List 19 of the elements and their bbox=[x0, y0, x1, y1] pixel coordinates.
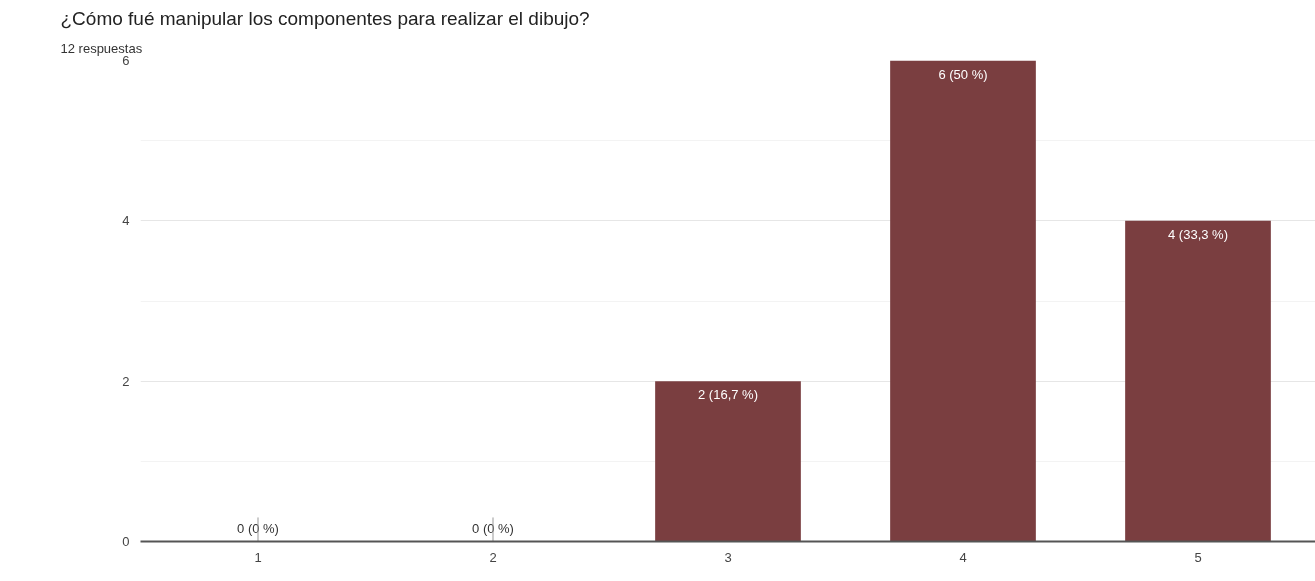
data-label: 4 (33,3 %) bbox=[1168, 226, 1228, 242]
x-tick-label: 2 bbox=[489, 549, 497, 565]
y-tick-label: 0 bbox=[122, 534, 130, 549]
x-tick-label: 3 bbox=[724, 549, 732, 565]
bar bbox=[890, 60, 1036, 542]
bar bbox=[1125, 220, 1271, 542]
y-tick-label: 2 bbox=[122, 373, 130, 389]
data-label: 0 (0 %) bbox=[237, 520, 279, 536]
x-tick-label: 4 bbox=[959, 549, 967, 565]
x-tick-label: 1 bbox=[254, 549, 262, 565]
data-label: 2 (16,7 %) bbox=[698, 387, 758, 403]
chart-subtitle: 12 respuestas bbox=[60, 40, 143, 56]
bar bbox=[655, 381, 801, 542]
y-tick-label: 4 bbox=[122, 213, 130, 229]
data-label: 6 (50 %) bbox=[938, 66, 988, 82]
chart-title: ¿Cómo fué manipular los componentes para realizar el dibujo? bbox=[60, 7, 590, 29]
x-tick-label: 5 bbox=[1194, 549, 1202, 565]
data-label: 0 (0 %) bbox=[472, 520, 514, 536]
y-tick-label: 6 bbox=[122, 53, 130, 68]
